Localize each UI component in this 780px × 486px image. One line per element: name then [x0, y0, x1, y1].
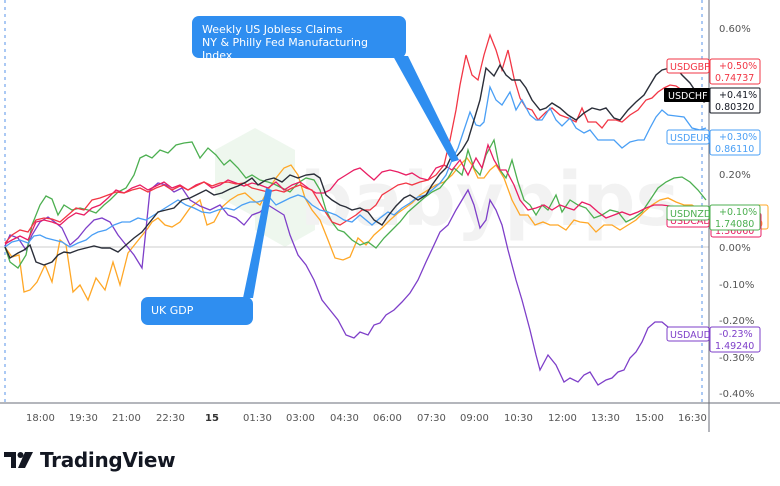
- svg-text:+0.50%: +0.50%: [719, 61, 757, 72]
- svg-text:1.49240: 1.49240: [715, 341, 754, 352]
- x-tick: 22:30: [156, 413, 185, 424]
- series-usdchf: [4, 63, 709, 266]
- svg-text:0.80320: 0.80320: [715, 102, 754, 113]
- y-tick: 0.20%: [719, 170, 751, 181]
- svg-text:USDNZD: USDNZD: [670, 209, 711, 220]
- svg-text:+0.10%: +0.10%: [719, 207, 757, 218]
- tradingview-brand-text: TradingView: [40, 448, 176, 472]
- x-tick: 12:00: [548, 413, 577, 424]
- x-axis[interactable]: 18:00 19:30 21:00 22:30 15 01:30 03:00 0…: [26, 413, 707, 424]
- x-tick: 18:00: [26, 413, 55, 424]
- y-axis[interactable]: 0.60% 0.20% 0.00% -0.10% -0.20% -0.30% -…: [719, 24, 754, 400]
- tradingview-logo[interactable]: TradingView: [4, 448, 176, 472]
- svg-text:-0.23%: -0.23%: [719, 329, 753, 340]
- x-tick: 04:30: [330, 413, 359, 424]
- x-tick: 07:30: [417, 413, 446, 424]
- series-usdgbp: [4, 33, 707, 244]
- tag-usdchf[interactable]: USDCHF +0.41% 0.80320: [664, 87, 761, 114]
- series-usdaud: [4, 182, 707, 386]
- x-tick: 21:00: [112, 413, 141, 424]
- tag-usdnzd[interactable]: USDNZD +0.10% 1.74080: [666, 204, 761, 231]
- svg-text:USDEUR: USDEUR: [670, 133, 710, 144]
- annotation-jobless-claims: Weekly US Jobless Claims NY & Philly Fed…: [192, 16, 406, 62]
- tag-usdaud[interactable]: USDAUD -0.23% 1.49240: [666, 326, 761, 353]
- series-usdjpy: [4, 156, 707, 302]
- callout-top-pointer: [393, 56, 459, 162]
- svg-text:+0.41%: +0.41%: [719, 90, 757, 101]
- x-tick: 03:00: [286, 413, 315, 424]
- y-tick: 0.60%: [719, 24, 751, 35]
- x-tick: 06:00: [373, 413, 402, 424]
- y-tick: -0.10%: [719, 280, 754, 291]
- y-tick: -0.20%: [719, 316, 754, 327]
- svg-text:1.36060: 1.36060: [715, 226, 754, 237]
- x-tick: 09:00: [460, 413, 489, 424]
- x-tick: 15:00: [635, 413, 664, 424]
- x-tick: 19:30: [69, 413, 98, 424]
- annotation-text: UK GDP: [151, 304, 194, 317]
- callout-ukgdp-pointer: [243, 188, 272, 298]
- y-tick: -0.40%: [719, 389, 754, 400]
- svg-text:USDAUD: USDAUD: [670, 330, 711, 341]
- chart-area[interactable]: babypips 0.60% 0.20% 0.00% -0.10% -0.20%…: [0, 0, 780, 432]
- x-tick: 10:30: [504, 413, 533, 424]
- svg-text:USDCAD: USDCAD: [670, 216, 711, 227]
- tag-usdeur[interactable]: USDEUR +0.30% 0.86110: [666, 129, 761, 156]
- x-tick: 15: [205, 413, 219, 424]
- y-tick: -0.30%: [719, 353, 754, 364]
- svg-text:USDCHF: USDCHF: [668, 91, 708, 102]
- svg-text:0.74737: 0.74737: [715, 73, 754, 84]
- series-usdeur: [4, 84, 707, 248]
- svg-text:0.86110: 0.86110: [715, 144, 754, 155]
- annotation-uk-gdp: UK GDP: [141, 297, 253, 325]
- x-tick: 13:30: [591, 413, 620, 424]
- tradingview-logo-icon: [4, 452, 33, 468]
- x-tick: 01:30: [243, 413, 272, 424]
- svg-text:1.74080: 1.74080: [715, 219, 754, 230]
- tag-usdgbp[interactable]: USDGBP +0.50% 0.74737: [666, 58, 761, 85]
- x-tick: 16:30: [678, 413, 707, 424]
- annotation-line-2: NY & Philly Fed Manufacturing Index: [202, 36, 368, 62]
- svg-text:USDGBP: USDGBP: [670, 62, 710, 73]
- y-tick: 0.00%: [719, 243, 751, 254]
- svg-text:+0.30%: +0.30%: [719, 132, 757, 143]
- annotation-line-1: Weekly US Jobless Claims: [202, 23, 343, 36]
